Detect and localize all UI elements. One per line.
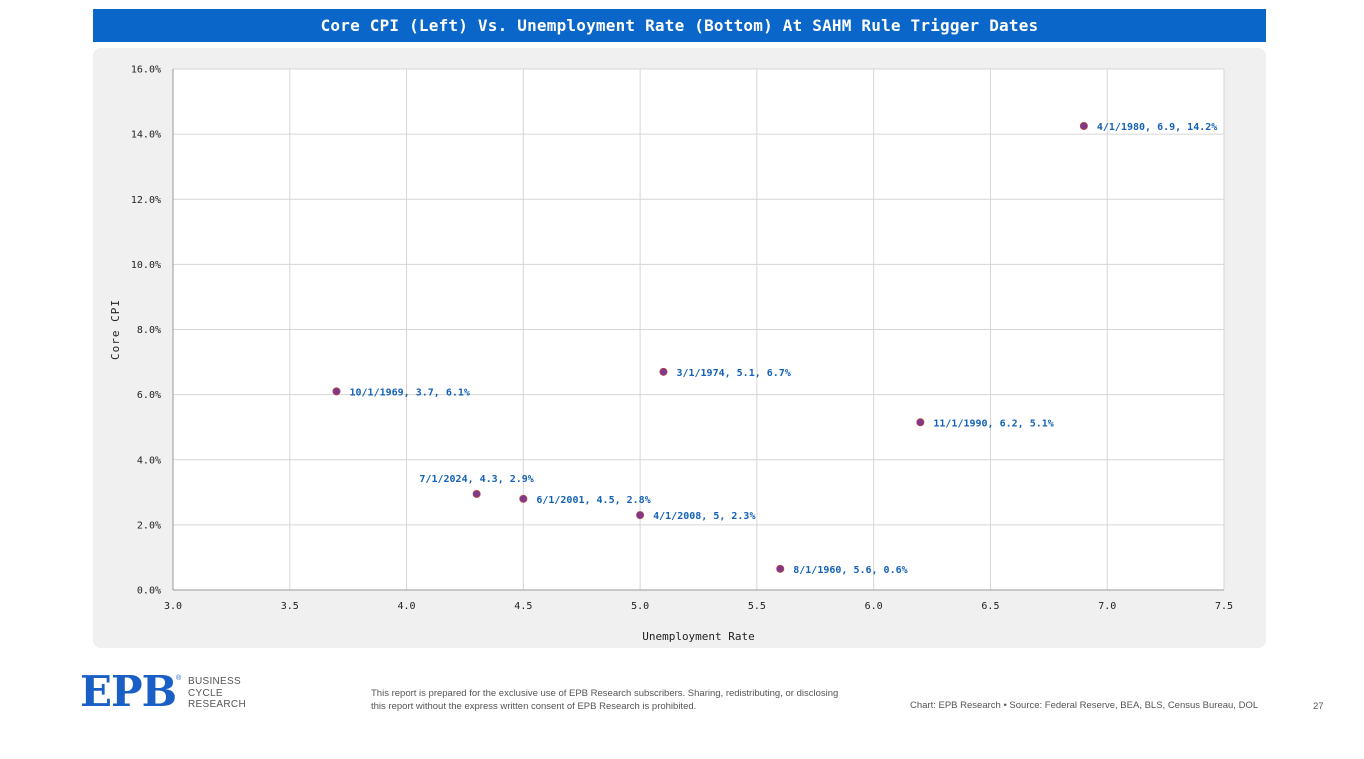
logo-registered-mark: ® bbox=[176, 675, 182, 682]
data-label: 4/1/2008, 5, 2.3% bbox=[653, 511, 755, 522]
logo-sub-line: RESEARCH bbox=[188, 699, 246, 710]
data-label: 11/1/1990, 6.2, 5.1% bbox=[933, 418, 1053, 429]
x-tick-label: 3.5 bbox=[281, 601, 299, 612]
y-tick-label: 10.0% bbox=[131, 260, 161, 271]
data-point bbox=[916, 418, 925, 427]
page-number: 27 bbox=[1313, 701, 1324, 712]
data-label: 3/1/1974, 5.1, 6.7% bbox=[676, 368, 790, 379]
y-tick-label: 2.0% bbox=[137, 520, 161, 531]
x-tick-label: 3.0 bbox=[164, 601, 182, 612]
chart-title: Core CPI (Left) Vs. Unemployment Rate (B… bbox=[93, 9, 1266, 42]
logo-sub-line: CYCLE bbox=[188, 687, 223, 699]
data-point bbox=[472, 489, 481, 498]
logo-letters: EPB bbox=[80, 667, 177, 716]
y-tick-label: 14.0% bbox=[131, 130, 161, 141]
x-tick-label: 6.5 bbox=[981, 601, 999, 612]
x-tick-label: 4.0 bbox=[398, 601, 416, 612]
data-point bbox=[519, 494, 528, 503]
data-point bbox=[659, 367, 668, 376]
y-tick-label: 8.0% bbox=[137, 325, 161, 336]
y-tick-label: 6.0% bbox=[137, 390, 161, 401]
chart-panel: 3.0 3.5 4.0 4.5 5.0 5.5 6.0 6.5 7.0 7.5 0.0% 2.0% 4.… bbox=[93, 48, 1266, 648]
data-label: 6/1/2001, 4.5, 2.8% bbox=[536, 495, 650, 506]
y-tick-label: 4.0% bbox=[137, 455, 161, 466]
data-label: 10/1/1969, 3.7, 6.1% bbox=[349, 387, 469, 398]
scatter-chart: 3.0 3.5 4.0 4.5 5.0 5.5 6.0 6.5 7.0 7.5 0.0% 2.0% 4.… bbox=[109, 65, 1233, 644]
source-text: Chart: EPB Research • Source: Federal Re… bbox=[910, 700, 1259, 711]
x-tick-label: 6.0 bbox=[865, 601, 883, 612]
data-label: 7/1/2024, 4.3, 2.9% bbox=[419, 474, 533, 485]
logo-subtitle: BUSINESS CYCLE RESEARCH bbox=[188, 676, 268, 711]
x-tick-label: 5.5 bbox=[748, 601, 766, 612]
y-axis-title: Core CPI bbox=[109, 299, 122, 360]
data-point bbox=[1079, 121, 1088, 130]
x-tick-label: 7.0 bbox=[1098, 601, 1116, 612]
x-tick-label: 4.5 bbox=[514, 601, 532, 612]
data-label: 8/1/1960, 5.6, 0.6% bbox=[793, 565, 907, 576]
x-axis-title: Unemployment Rate bbox=[642, 630, 755, 643]
disclaimer-text: This report is prepared for the exclusiv… bbox=[371, 688, 839, 712]
x-tick-label: 5.0 bbox=[631, 601, 649, 612]
y-tick-label: 0.0% bbox=[137, 586, 161, 597]
data-point bbox=[776, 564, 785, 573]
y-tick-label: 12.0% bbox=[131, 195, 161, 206]
logo-sub-line: BUSINESS bbox=[188, 676, 241, 687]
y-tick-label: 16.0% bbox=[131, 65, 161, 76]
data-point bbox=[636, 511, 645, 520]
x-tick-label: 7.5 bbox=[1215, 601, 1233, 612]
data-label: 4/1/1980, 6.9, 14.2% bbox=[1097, 122, 1217, 133]
data-point bbox=[332, 387, 341, 396]
